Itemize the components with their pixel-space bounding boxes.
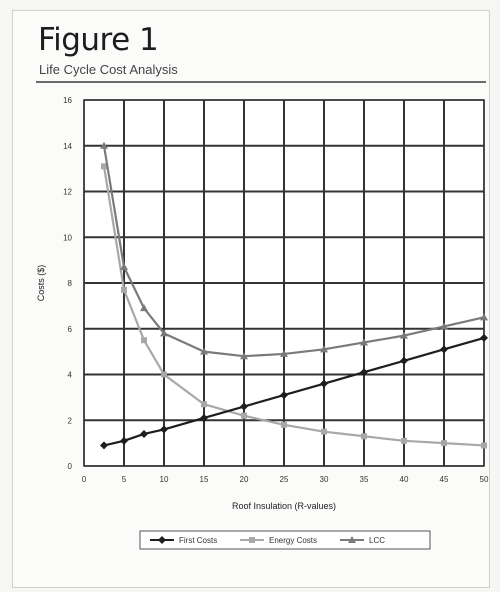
data-point xyxy=(158,536,166,544)
data-point xyxy=(140,429,148,438)
y-tick-label: 14 xyxy=(63,142,72,151)
data-point xyxy=(140,304,148,312)
y-tick-label: 16 xyxy=(63,96,72,105)
legend-label: LCC xyxy=(369,536,385,545)
figure-subtitle: Life Cycle Cost Analysis xyxy=(39,62,178,77)
x-tick-label: 30 xyxy=(320,475,329,484)
data-point xyxy=(120,262,128,270)
data-point xyxy=(240,352,248,360)
y-tick-label: 2 xyxy=(68,416,73,425)
data-point xyxy=(400,331,408,339)
data-point xyxy=(201,401,207,408)
chart-series xyxy=(100,141,488,450)
data-point xyxy=(400,356,408,365)
data-point xyxy=(240,402,248,411)
data-point xyxy=(360,338,368,346)
data-point xyxy=(480,333,488,342)
y-tick-label: 4 xyxy=(68,371,73,380)
data-point xyxy=(348,536,356,543)
data-point xyxy=(121,286,127,293)
data-point xyxy=(360,368,368,377)
data-point xyxy=(361,433,367,440)
y-tick-label: 6 xyxy=(68,325,73,334)
x-tick-label: 40 xyxy=(400,475,409,484)
data-point xyxy=(100,141,108,149)
series-line xyxy=(102,166,485,447)
y-tick-label: 10 xyxy=(63,233,72,242)
x-tick-label: 35 xyxy=(360,475,369,484)
data-point xyxy=(200,413,208,422)
x-tick-label: 5 xyxy=(122,475,127,484)
series-line xyxy=(102,145,485,358)
x-tick-label: 45 xyxy=(440,475,449,484)
data-point xyxy=(241,412,247,419)
chart-grid xyxy=(83,99,485,467)
data-point xyxy=(160,329,168,337)
data-point xyxy=(249,537,255,543)
data-point xyxy=(440,345,448,354)
y-tick-label: 0 xyxy=(68,462,73,471)
x-tick-label: 25 xyxy=(280,475,289,484)
x-tick-label: 50 xyxy=(480,475,489,484)
x-tick-label: 15 xyxy=(200,475,209,484)
y-tick-label: 8 xyxy=(68,279,73,288)
data-point xyxy=(320,379,328,388)
data-point xyxy=(401,437,407,444)
legend-label: First Costs xyxy=(179,536,217,545)
figure-title: Figure 1 xyxy=(38,22,159,58)
data-point xyxy=(280,349,288,357)
x-axis-label: Roof Insulation (R-values) xyxy=(232,501,336,511)
data-point xyxy=(101,163,107,170)
x-tick-label: 10 xyxy=(160,475,169,484)
data-point xyxy=(481,442,487,449)
data-point xyxy=(480,313,488,321)
legend-label: Energy Costs xyxy=(269,536,317,545)
data-point xyxy=(440,322,448,330)
data-point xyxy=(161,371,167,378)
data-point xyxy=(280,391,288,400)
data-point xyxy=(321,428,327,435)
data-point xyxy=(281,421,287,428)
series-line xyxy=(103,336,485,447)
y-tick-label: 12 xyxy=(63,188,72,197)
data-point xyxy=(141,337,147,344)
chart-legend: First Costs Energy Costs LCC xyxy=(139,530,431,550)
data-point xyxy=(120,436,128,445)
data-point xyxy=(160,425,168,434)
data-point xyxy=(200,347,208,355)
data-point xyxy=(441,440,447,447)
y-axis-label: Costs ($) xyxy=(36,265,46,302)
title-rule xyxy=(36,81,486,83)
x-tick-label: 20 xyxy=(240,475,249,484)
legend-box xyxy=(139,530,431,550)
data-point xyxy=(320,345,328,353)
chart-tick-labels: 0 5 10 15 20 25 30 35 40 45 50 0 2 4 6 8 10 12 14 16 xyxy=(63,96,489,484)
x-tick-label: 0 xyxy=(82,475,87,484)
data-point xyxy=(100,441,108,450)
